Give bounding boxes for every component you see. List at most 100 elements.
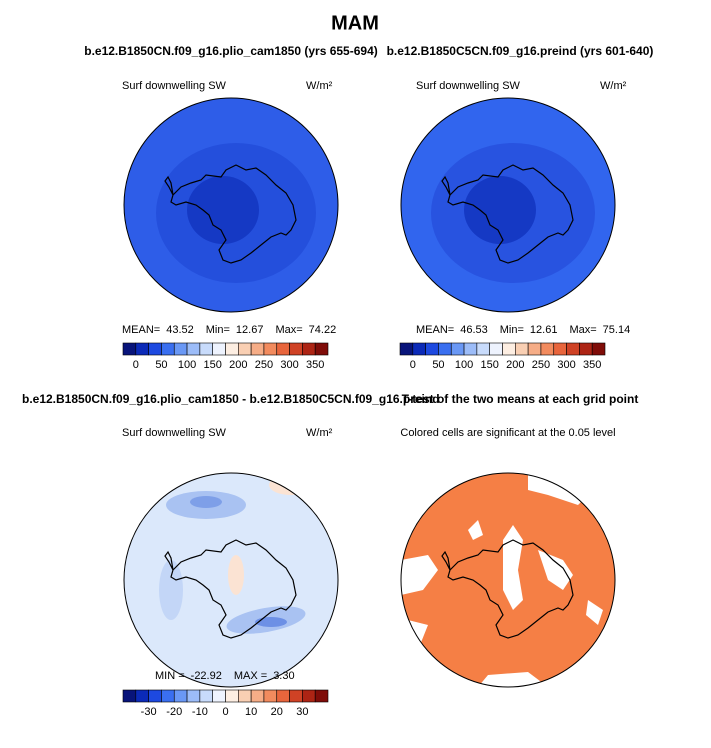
colorbar-label: 300 (280, 359, 298, 371)
stats: MEAN= 43.52 Min= 12.67 Max= 74.22 (122, 324, 336, 336)
colorbar-box (489, 342, 503, 356)
colorbar-box (289, 342, 303, 356)
colorbar-label: 200 (229, 359, 247, 371)
colorbar-box (199, 689, 213, 703)
colorbar-label: 150 (481, 359, 499, 371)
colorbar-box (502, 342, 516, 356)
colorbar-label: -20 (166, 706, 182, 718)
panel-title: b.e12.B1850CN.f09_g16.plio_cam1850 (yrs … (84, 44, 378, 58)
colorbar-box (591, 342, 606, 356)
colorbar-label: 10 (245, 706, 257, 718)
colorbar-box (186, 342, 201, 356)
colorbar-box (263, 689, 278, 703)
colorbar-label: 0 (222, 706, 228, 718)
stat-value: 12.61 (530, 324, 558, 336)
colorbar-box (250, 342, 265, 356)
colorbar-label: 350 (583, 359, 601, 371)
colorbar-box (515, 342, 529, 356)
stats: MIN = -22.92 MAX = 3.30 (155, 670, 295, 682)
colorbar-label: 150 (204, 359, 222, 371)
colorbar-box (302, 689, 316, 703)
colorbar-box (412, 342, 426, 356)
colorbar-box (314, 689, 329, 703)
colorbar: -30 -20 -10 0 10 20 30 (122, 689, 329, 718)
colorbar-box (199, 342, 213, 356)
map (123, 472, 339, 688)
colorbar-label: -30 (141, 706, 157, 718)
colorbar-box (238, 689, 252, 703)
colorbar: 0 50 100 150 200 250 300 350 (399, 342, 606, 371)
colorbar-box (212, 342, 226, 356)
colorbar-box (425, 342, 439, 356)
colorbar-box (438, 342, 452, 356)
colorbar-box (238, 342, 252, 356)
stat-label: MEAN= (416, 324, 454, 336)
colorbar-label: 300 (557, 359, 575, 371)
colorbar-box (540, 342, 555, 356)
stat-value: 46.53 (460, 324, 488, 336)
panel-variable: Surf downwelling SW (416, 80, 521, 92)
colorbar-box (553, 342, 567, 356)
colorbar: 0 50 100 150 200 250 300 350 (122, 342, 329, 371)
colorbar-box (314, 342, 329, 356)
colorbar-box (186, 689, 201, 703)
panel-units: W/m² (306, 427, 333, 439)
colorbar-box (579, 342, 593, 356)
colorbar-label: 250 (255, 359, 273, 371)
colorbar-box (527, 342, 542, 356)
figure-title: MAM (331, 12, 379, 34)
panel-variable: Surf downwelling SW (122, 80, 227, 92)
colorbar-label: 50 (432, 359, 444, 371)
colorbar-box (148, 689, 162, 703)
stat-label: Min= (206, 324, 230, 336)
map (400, 472, 616, 688)
stat-label: Max= (569, 324, 596, 336)
map (123, 97, 339, 313)
colorbar-box (276, 689, 290, 703)
colorbar-box (399, 342, 414, 356)
panel-variable: Surf downwelling SW (122, 427, 227, 439)
stat-label: MIN = (155, 670, 185, 682)
colorbar-box (225, 342, 239, 356)
stat-label: Min= (500, 324, 524, 336)
colorbar-box (250, 689, 265, 703)
colorbar-box (463, 342, 478, 356)
colorbar-label: 0 (410, 359, 416, 371)
colorbar-box (566, 342, 580, 356)
panel-units: W/m² (306, 80, 333, 92)
colorbar-box (161, 689, 175, 703)
colorbar-box (135, 689, 149, 703)
panel-title: T-test of the two means at each grid poi… (402, 392, 639, 406)
colorbar-box (276, 342, 290, 356)
colorbar-label: 0 (133, 359, 139, 371)
stat-label: Max= (275, 324, 302, 336)
colorbar-label: 100 (178, 359, 196, 371)
colorbar-label: 200 (506, 359, 524, 371)
colorbar-box (212, 689, 226, 703)
panel-units: W/m² (600, 80, 627, 92)
stat-value: -22.92 (191, 670, 222, 682)
panel-title: b.e12.B1850C5CN.f09_g16.preind (yrs 601-… (387, 44, 654, 58)
colorbar-box (135, 342, 149, 356)
colorbar-box (302, 342, 316, 356)
colorbar-box (173, 342, 188, 356)
colorbar-box (148, 342, 162, 356)
stat-label: MAX = (234, 670, 267, 682)
colorbar-label: 350 (306, 359, 324, 371)
map (400, 97, 616, 313)
colorbar-box (263, 342, 278, 356)
colorbar-box (122, 342, 137, 356)
colorbar-label: 20 (271, 706, 283, 718)
colorbar-label: 250 (532, 359, 550, 371)
stat-value: 43.52 (166, 324, 194, 336)
stat-value: 3.30 (273, 670, 294, 682)
colorbar-box (289, 689, 303, 703)
stat-value: 75.14 (603, 324, 631, 336)
colorbar-box (225, 689, 239, 703)
colorbar-box (122, 689, 137, 703)
panel-title: b.e12.B1850CN.f09_g16.plio_cam1850 - b.e… (22, 392, 440, 406)
colorbar-box (476, 342, 490, 356)
colorbar-label: 100 (455, 359, 473, 371)
stat-label: MEAN= (122, 324, 160, 336)
